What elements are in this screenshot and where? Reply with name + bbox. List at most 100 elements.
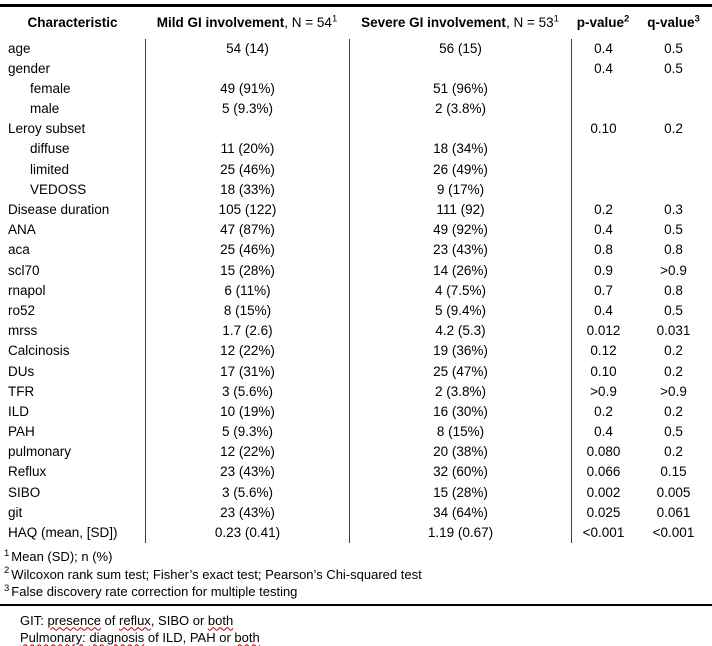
misspelled-word: both xyxy=(234,629,260,645)
table-row: rnapol 6 (11%) 4 (7.5%) 0.7 0.8 xyxy=(0,280,712,301)
table-row: female 49 (91%) 51 (96%) xyxy=(0,78,712,100)
table-row: SIBO 3 (5.6%) 15 (28%) 0.002 0.005 xyxy=(0,482,712,503)
column-header-label: Characteristic xyxy=(27,15,118,31)
cell-mild-value: 5 (9.3%) xyxy=(145,422,349,443)
table-row: PAH 5 (9.3%) 8 (15%) 0.4 0.5 xyxy=(0,422,712,443)
horizontal-rule xyxy=(0,603,712,606)
cell-mild-value: 1.7 (2.6) xyxy=(145,321,349,342)
row-label: git xyxy=(8,504,23,520)
table-row: HAQ (mean, [SD]) 0.23 (0.41) 1.19 (0.67) <0… xyxy=(0,523,712,544)
cell-p-value: 0.10 xyxy=(571,361,635,382)
cell-severe-value: 4 (7.5%) xyxy=(349,280,571,301)
cell-severe-value: 5 (9.4%) xyxy=(349,300,571,322)
cell-severe-value xyxy=(349,58,571,79)
row-label: HAQ (mean, [SD]) xyxy=(8,525,118,540)
cell-p-value xyxy=(571,159,635,180)
cell-p-value xyxy=(571,139,635,160)
cell-q-value: <0.001 xyxy=(652,525,695,540)
table-footnotes: 1 Mean (SD); n (%) 2 Wilcoxon rank sum tes… xyxy=(0,543,712,601)
row-label: Reflux xyxy=(8,464,47,480)
cell-q-value: 0.8 xyxy=(664,282,683,298)
cell-severe-value: 9 (17%) xyxy=(349,179,571,201)
footnote-marker: 3 xyxy=(694,13,700,25)
cell-p-value: 0.8 xyxy=(571,240,635,261)
misspelled-word: presence xyxy=(47,612,101,628)
cell-severe-value: 56 (15) xyxy=(349,38,571,59)
cell-q-value: 0.5 xyxy=(664,302,683,318)
cell-mild-value: 54 (14) xyxy=(145,38,349,59)
table-row: Reflux 23 (43%) 32 (60%) 0.066 0.15 xyxy=(0,462,712,483)
cell-p-value: 0.10 xyxy=(571,119,635,140)
column-header-p-value: p-value2 xyxy=(571,13,635,31)
table-body: age 54 (14) 56 (15) 0.4 0.5 gender 0.4 0.5 femal… xyxy=(0,38,712,544)
table-row: diffuse 11 (20%) 18 (34%) xyxy=(0,139,712,160)
abbreviation-notes: GIT: presence of reflux, SIBO or both Pul… xyxy=(0,606,712,646)
row-label: Calcinosis xyxy=(8,343,70,359)
cell-severe-value: 23 (43%) xyxy=(349,240,571,261)
cell-severe-value: 16 (30%) xyxy=(349,401,571,423)
footnote: 3 False discovery rate correction for mul… xyxy=(4,583,712,601)
cell-p-value: 0.012 xyxy=(571,321,635,342)
cell-severe-value: 19 (36%) xyxy=(349,341,571,362)
cell-q-value: 0.2 xyxy=(664,444,683,460)
footnote-text: False discovery rate correction for mult… xyxy=(11,584,298,600)
cell-severe-value: 2 (3.8%) xyxy=(349,381,571,402)
misspelled-word: both xyxy=(207,612,234,628)
cell-q-value: 0.031 xyxy=(656,323,691,339)
note-text: , SIBO or xyxy=(150,612,208,628)
row-label: mrss xyxy=(8,323,38,339)
cell-mild-value: 11 (20%) xyxy=(145,139,349,160)
table-row: git 23 (43%) 34 (64%) 0.025 0.061 xyxy=(0,502,712,524)
row-label: VEDOSS xyxy=(30,181,87,197)
cell-mild-value: 49 (91%) xyxy=(145,78,349,100)
cell-q-value: 0.2 xyxy=(664,343,683,359)
cell-mild-value: 105 (122) xyxy=(145,200,349,221)
cell-p-value: <0.001 xyxy=(571,523,635,544)
row-label: gender xyxy=(8,60,51,76)
cell-mild-value xyxy=(145,58,349,79)
cell-p-value: 0.9 xyxy=(571,260,635,281)
column-header-q-value: q-value3 xyxy=(635,13,712,31)
footnote-marker: 3 xyxy=(4,582,10,594)
cell-mild-value: 5 (9.3%) xyxy=(145,99,349,120)
cell-mild-value: 6 (11%) xyxy=(145,280,349,301)
cell-mild-value: 3 (5.6%) xyxy=(145,381,349,402)
cell-p-value: 0.12 xyxy=(571,341,635,362)
row-label: PAH xyxy=(8,424,35,440)
row-label: limited xyxy=(30,161,70,177)
cell-severe-value: 2 (3.8%) xyxy=(349,99,571,120)
cell-q-value: 0.2 xyxy=(664,121,683,137)
cell-mild-value: 23 (43%) xyxy=(145,462,349,483)
table-row: Disease duration 105 (122) 111 (92) 0.2 0.3 xyxy=(0,200,712,221)
cell-severe-value: 26 (49%) xyxy=(349,159,571,180)
cell-p-value: 0.2 xyxy=(571,200,635,221)
cell-severe-value: 25 (47%) xyxy=(349,361,571,382)
table-header-row: Characteristic Mild GI involvement, N = … xyxy=(0,7,712,39)
column-header-label: Mild GI involvement xyxy=(156,15,285,31)
footnote-text: Wilcoxon rank sum test; Fisher’s exact t… xyxy=(11,566,422,582)
column-header-label: q-value xyxy=(647,15,695,31)
note-text: GIT: xyxy=(20,612,48,628)
cell-severe-value: 14 (26%) xyxy=(349,260,571,281)
footnote: 1 Mean (SD); n (%) xyxy=(4,548,712,566)
row-label: DUs xyxy=(8,363,35,379)
cell-p-value: 0.4 xyxy=(571,58,635,79)
misspelled-word: diagnosis xyxy=(89,629,145,645)
table-row: scl70 15 (28%) 14 (26%) 0.9 >0.9 xyxy=(0,260,712,281)
cell-mild-value: 25 (46%) xyxy=(145,159,349,180)
footnote-marker: 1 xyxy=(553,13,559,25)
cell-q-value: 0.5 xyxy=(664,424,683,440)
table-row: limited 25 (46%) 26 (49%) xyxy=(0,159,712,180)
row-label: ILD xyxy=(8,403,30,419)
cell-mild-value xyxy=(145,119,349,140)
column-header-n: , N = 54 xyxy=(284,15,332,31)
cell-p-value: 0.066 xyxy=(571,462,635,483)
row-label: age xyxy=(8,40,31,56)
row-label: male xyxy=(30,101,60,117)
footnote-marker: 2 xyxy=(623,13,630,25)
footnote-marker: 1 xyxy=(331,13,338,25)
note-line: GIT: presence of reflux, SIBO or both xyxy=(20,612,712,629)
cell-q-value xyxy=(635,139,712,159)
cell-p-value: 0.4 xyxy=(571,300,635,322)
